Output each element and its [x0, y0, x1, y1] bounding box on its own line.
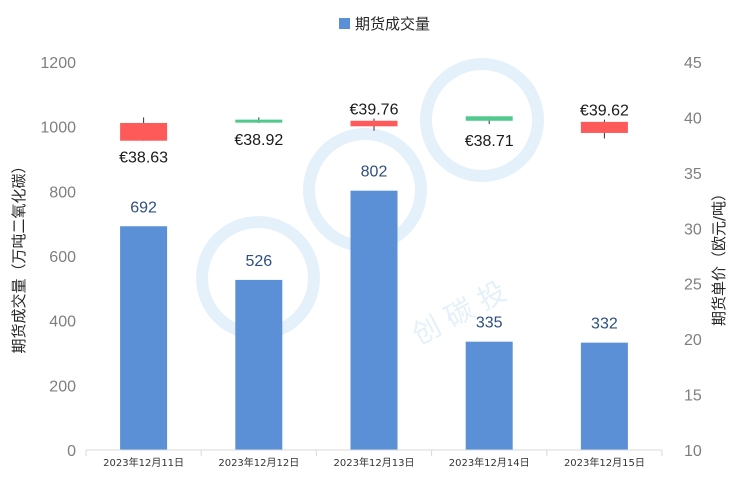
- x-tick-label: 2023年12月11日: [103, 456, 184, 469]
- bar-value-label: 332: [591, 316, 618, 333]
- candle-body: [350, 120, 398, 127]
- price-label: €38.71: [465, 133, 514, 150]
- bar-value-label: 802: [361, 164, 388, 181]
- y-right-tick-label: 25: [684, 277, 702, 294]
- y-left-tick-label: 1000: [40, 120, 76, 137]
- y-left-tick-label: 0: [67, 443, 76, 460]
- y-right-tick-label: 45: [684, 55, 702, 72]
- price-label: €39.62: [580, 103, 629, 120]
- y-left-tick-label: 200: [49, 378, 76, 395]
- x-axis: 2023年12月11日 2023年12月12日 2023年12月13日 2023年12…: [85, 449, 663, 469]
- candle-body: [235, 119, 283, 123]
- y-axis-left: 0 200 400 600 800 1000 1200: [40, 55, 76, 460]
- y-right-tick-label: 15: [684, 388, 702, 405]
- y-right-tick-label: 10: [684, 443, 702, 460]
- y-right-tick-label: 30: [684, 221, 702, 238]
- x-tick-label: 2023年12月15日: [564, 456, 645, 469]
- y-left-tick-label: 1200: [40, 55, 76, 72]
- y-left-tick-label: 400: [49, 314, 76, 331]
- legend-label: 期货成交量: [355, 15, 430, 33]
- bars: 692 526 802 335 332: [120, 164, 628, 451]
- y-left-tick-label: 600: [49, 249, 76, 266]
- price-label: €38.63: [119, 150, 168, 167]
- price-label: €38.92: [234, 132, 283, 149]
- candle-body: [120, 122, 168, 141]
- price-label: €39.76: [350, 102, 399, 119]
- y-left-tick-label: 800: [49, 184, 76, 201]
- y-axis-left-title: 期货成交量（万吨二氧化碳）: [10, 158, 28, 353]
- x-tick-label: 2023年12月13日: [334, 456, 415, 469]
- y-axis-right: 10 15 20 25 30 35 40 45: [684, 55, 702, 460]
- watermark-text: 创 碳 投: [407, 275, 512, 352]
- x-tick-label: 2023年12月14日: [449, 456, 530, 469]
- legend: 期货成交量: [339, 15, 430, 33]
- bar: [235, 279, 283, 450]
- y-axis-right-title: 期货单价（欧元/吨）: [710, 186, 728, 326]
- y-right-tick-label: 40: [684, 110, 702, 127]
- x-tick-label: 2023年12月12日: [218, 456, 299, 469]
- candle-body: [580, 121, 628, 133]
- y-right-tick-label: 35: [684, 166, 702, 183]
- bar-value-label: 526: [245, 253, 272, 270]
- legend-swatch: [339, 18, 350, 29]
- bar-value-label: 692: [130, 199, 157, 216]
- bar: [120, 226, 168, 450]
- price-candles: €38.63 €38.92 €39.76 €38.71 €39.62: [119, 102, 629, 167]
- watermark-ring-right: [420, 58, 544, 182]
- candle-body: [465, 116, 513, 121]
- bar: [580, 342, 628, 450]
- bar: [465, 341, 513, 450]
- bar-value-label: 335: [476, 315, 503, 332]
- y-right-tick-label: 20: [684, 332, 702, 349]
- bar: [350, 190, 398, 451]
